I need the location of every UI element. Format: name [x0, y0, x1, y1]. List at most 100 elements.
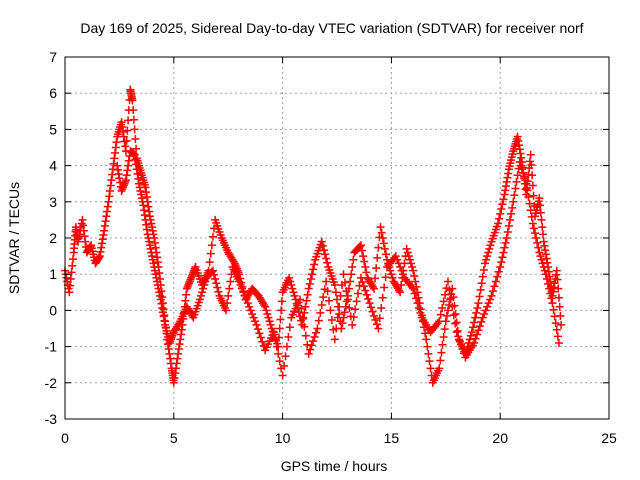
data-point	[356, 241, 365, 250]
data-point	[537, 255, 546, 264]
data-point	[264, 313, 273, 322]
data-point	[536, 201, 545, 210]
data-point	[322, 277, 331, 286]
data-point	[213, 283, 222, 292]
data-point	[399, 270, 408, 279]
data-point	[439, 332, 448, 341]
data-point	[441, 290, 450, 299]
data-point	[396, 262, 405, 271]
data-point	[214, 287, 223, 296]
data-point	[541, 270, 550, 279]
data-point	[277, 306, 286, 315]
data-point	[476, 285, 485, 294]
data-point	[475, 322, 484, 331]
data-point	[436, 310, 445, 319]
data-point	[355, 242, 364, 251]
data-point	[477, 279, 486, 288]
data-point	[486, 295, 495, 304]
data-point	[527, 212, 536, 221]
data-point	[330, 281, 339, 290]
data-point	[288, 284, 297, 293]
data-point	[553, 332, 562, 341]
data-point	[208, 266, 217, 275]
data-point	[373, 253, 382, 262]
y-tick-label: 1	[49, 266, 57, 282]
data-point	[285, 273, 294, 282]
data-point	[380, 283, 389, 292]
data-point	[551, 319, 560, 328]
data-point	[445, 285, 454, 294]
data-point	[487, 291, 496, 300]
data-point	[243, 299, 252, 308]
x-tick-label: 0	[61, 430, 69, 446]
data-point	[252, 320, 261, 329]
data-point	[505, 215, 514, 224]
data-point	[483, 252, 492, 261]
data-point	[484, 248, 493, 257]
data-point	[479, 265, 488, 274]
data-point	[378, 234, 387, 242]
data-point	[529, 191, 538, 200]
data-point	[301, 302, 310, 311]
data-point	[500, 243, 509, 252]
data-point	[275, 324, 284, 333]
data-point	[371, 274, 380, 283]
data-point	[369, 284, 378, 293]
data-point	[307, 341, 316, 350]
data-point	[333, 295, 341, 304]
data-point	[284, 332, 293, 341]
x-tick-label: 5	[170, 430, 178, 446]
data-point	[198, 288, 207, 297]
data-point	[321, 250, 330, 259]
data-point	[438, 303, 447, 312]
data-point	[280, 361, 289, 370]
data-point	[277, 297, 286, 306]
data-point	[535, 194, 544, 203]
data-point	[477, 317, 486, 326]
data-point	[552, 325, 561, 334]
data-point	[395, 286, 404, 295]
data-point	[309, 265, 318, 274]
data-point	[442, 311, 451, 320]
data-point	[497, 205, 506, 214]
data-point	[409, 266, 418, 275]
data-point	[404, 252, 413, 261]
data-point	[358, 278, 367, 287]
data-point	[369, 311, 378, 320]
data-point	[471, 313, 480, 322]
data-point	[235, 277, 244, 286]
data-point	[360, 257, 369, 266]
data-point	[470, 338, 479, 347]
data-point	[527, 160, 536, 169]
data-point	[547, 294, 556, 303]
data-point	[557, 320, 566, 329]
data-point	[335, 302, 344, 311]
data-point	[494, 267, 503, 276]
data-point	[342, 287, 351, 296]
data-point	[409, 284, 418, 293]
data-point	[406, 259, 415, 268]
data-point	[458, 345, 467, 354]
data-point	[498, 200, 507, 209]
data-point	[253, 325, 262, 334]
data-point	[481, 306, 490, 315]
data-point	[317, 237, 326, 246]
data-point	[554, 284, 563, 293]
data-point	[333, 313, 342, 322]
data-point	[275, 357, 284, 366]
data-point	[412, 294, 421, 303]
data-point	[542, 275, 551, 284]
data-point	[507, 209, 516, 218]
data-point	[512, 177, 521, 186]
data-point	[397, 281, 406, 290]
data-point	[352, 297, 361, 306]
data-point	[537, 215, 546, 224]
data-point	[554, 338, 563, 347]
data-point	[379, 239, 388, 248]
data-point	[455, 336, 464, 345]
data-point	[416, 308, 425, 317]
data-point	[318, 241, 327, 250]
data-point	[361, 262, 370, 271]
data-point	[484, 299, 493, 308]
data-point	[286, 277, 295, 286]
